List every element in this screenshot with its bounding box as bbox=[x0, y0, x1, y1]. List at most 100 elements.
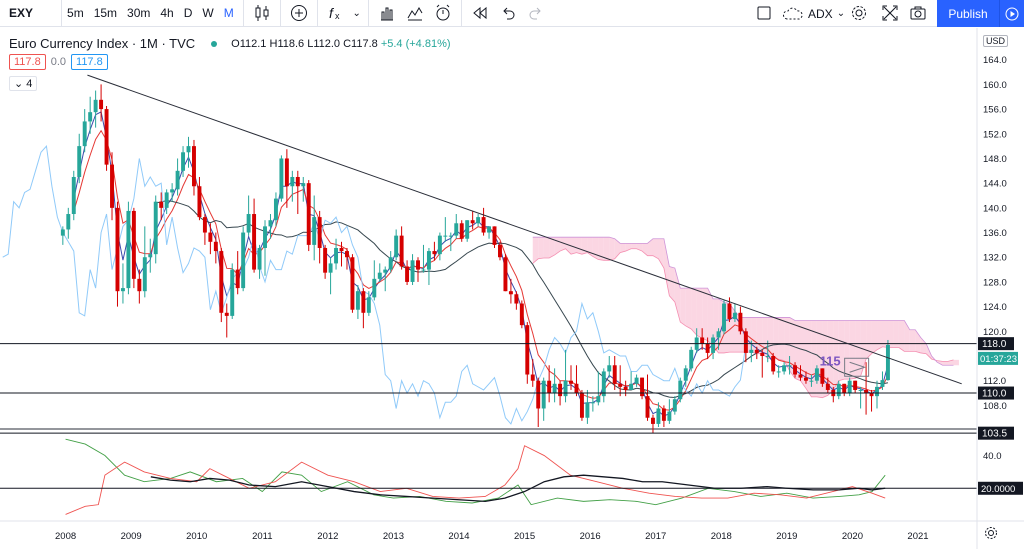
currency-label[interactable]: USD bbox=[982, 35, 1008, 47]
interval-M[interactable]: M bbox=[223, 6, 234, 20]
legend-open: O112.1 bbox=[231, 37, 267, 50]
price-tick-label[interactable]: 132.0 bbox=[983, 253, 1007, 264]
candle-body bbox=[771, 356, 776, 372]
ma-slow-line bbox=[73, 129, 889, 411]
interval-30m[interactable]: 30m bbox=[127, 6, 151, 20]
time-tick-label[interactable]: 2013 bbox=[383, 531, 404, 542]
candle-body bbox=[492, 226, 497, 245]
cloud-segment bbox=[696, 288, 703, 339]
interval-15m[interactable]: 15m bbox=[93, 6, 118, 20]
time-axis[interactable]: 2008 2009 2010 2011 2012 2013 2014 2015 2016 2017… bbox=[0, 520, 1024, 542]
candle-body bbox=[230, 269, 235, 316]
indicators-icon[interactable] bbox=[401, 0, 429, 27]
time-tick-label[interactable]: 2015 bbox=[514, 531, 535, 542]
interval-4h[interactable]: 4h bbox=[160, 6, 174, 20]
trendline[interactable] bbox=[87, 74, 962, 385]
time-tick-label[interactable]: 2018 bbox=[711, 531, 732, 542]
buy-price[interactable]: 117.8 bbox=[71, 54, 108, 70]
publish-button[interactable]: Publish bbox=[937, 0, 999, 27]
indicators-toggle[interactable]: ⌄ 4 bbox=[9, 76, 38, 91]
price-tick-label[interactable]: 124.0 bbox=[983, 302, 1007, 313]
time-tick-label[interactable]: 2017 bbox=[645, 531, 666, 542]
candle-body bbox=[569, 380, 573, 384]
price-tick-label[interactable]: 136.0 bbox=[983, 228, 1007, 239]
fullscreen-icon[interactable] bbox=[876, 0, 904, 27]
price-tick-label[interactable]: 108.0 bbox=[983, 401, 1007, 412]
candle-body bbox=[645, 396, 650, 418]
time-tick-label[interactable]: 2010 bbox=[186, 531, 207, 542]
cloud-span-a bbox=[532, 248, 954, 399]
price-tick-label[interactable]: 144.0 bbox=[983, 179, 1007, 190]
candle-body bbox=[711, 337, 716, 353]
candle-body bbox=[159, 201, 164, 208]
candle-body bbox=[284, 158, 289, 187]
trendline-group[interactable]: 115 bbox=[87, 74, 962, 385]
candle-body bbox=[749, 349, 754, 353]
time-tick-label[interactable]: 2016 bbox=[580, 531, 601, 542]
time-tick-label[interactable]: 2012 bbox=[317, 531, 338, 542]
cloud-segment bbox=[707, 288, 714, 346]
chart-legend: Euro Currency Index · 1M · TVC O112.1 H1… bbox=[9, 36, 451, 51]
bars-icon[interactable] bbox=[373, 0, 401, 27]
time-tick-label[interactable]: 2011 bbox=[252, 531, 272, 542]
candle-body bbox=[481, 217, 486, 233]
candle-body bbox=[743, 331, 748, 353]
gear-icon[interactable] bbox=[984, 526, 998, 545]
compare-label: ADX bbox=[808, 6, 833, 21]
interval-D[interactable]: D bbox=[183, 6, 193, 20]
chevron-down-icon[interactable]: ⌄ bbox=[836, 8, 846, 19]
candle-body bbox=[672, 399, 677, 412]
add-indicator-icon[interactable] bbox=[285, 0, 313, 27]
candle-body bbox=[885, 344, 890, 381]
time-tick-label[interactable]: 2020 bbox=[842, 531, 863, 542]
layout-icon[interactable] bbox=[750, 0, 778, 27]
candles-icon[interactable] bbox=[248, 0, 276, 27]
sell-price[interactable]: 117.8 bbox=[9, 54, 46, 70]
price-axis[interactable]: 118.0110.0103.5108.0112.0116.0120.0124.0… bbox=[976, 28, 1024, 549]
interval-W[interactable]: W bbox=[202, 6, 214, 20]
interval-5m[interactable]: 5m bbox=[67, 6, 84, 20]
cloud-segment bbox=[571, 237, 577, 255]
gear-icon[interactable] bbox=[845, 0, 873, 27]
cloud-segment bbox=[642, 243, 648, 256]
camera-icon[interactable] bbox=[904, 0, 932, 27]
time-tick-label[interactable]: 2019 bbox=[776, 531, 797, 542]
redo-icon[interactable] bbox=[522, 0, 550, 27]
compare-symbol[interactable]: ADX ⌄ bbox=[782, 0, 845, 27]
cloud-segment bbox=[663, 238, 670, 296]
alert-icon[interactable] bbox=[429, 0, 457, 27]
symbol-search[interactable]: EXY bbox=[0, 0, 63, 27]
chevron-down-icon[interactable]: ⌄ bbox=[352, 7, 361, 19]
time-tick-label[interactable]: 2009 bbox=[121, 531, 142, 542]
candle-body bbox=[612, 365, 617, 384]
replay-icon[interactable] bbox=[466, 0, 494, 27]
candle-body bbox=[405, 266, 410, 282]
price-chart[interactable]: 115 118.0110.0103.5108.0112.0116.0120.01… bbox=[0, 28, 1024, 549]
price-tick-label[interactable]: 164.0 bbox=[983, 55, 1007, 66]
candle-body bbox=[306, 183, 311, 245]
candle-body bbox=[689, 349, 694, 369]
price-tick-label[interactable]: 160.0 bbox=[983, 80, 1007, 91]
price-tick-label[interactable]: 152.0 bbox=[983, 129, 1007, 140]
time-tick-label[interactable]: 2014 bbox=[448, 531, 469, 542]
candle-body bbox=[437, 235, 442, 255]
play-icon[interactable] bbox=[999, 0, 1024, 27]
candle-body bbox=[716, 331, 721, 338]
osc-tick-label[interactable]: 40.0 bbox=[983, 451, 1002, 462]
undo-icon[interactable] bbox=[494, 0, 522, 27]
cloud-segment bbox=[866, 320, 872, 360]
price-tick-label[interactable]: 120.0 bbox=[983, 327, 1007, 338]
price-tick-label[interactable]: 112.0 bbox=[983, 376, 1006, 387]
price-tick-label[interactable]: 156.0 bbox=[983, 105, 1007, 116]
candle-body bbox=[765, 356, 770, 358]
candle-body bbox=[421, 269, 426, 271]
time-tick-label[interactable]: 2021 bbox=[907, 531, 928, 542]
cloud-segment bbox=[778, 317, 785, 361]
price-tick-label[interactable]: 148.0 bbox=[983, 154, 1007, 165]
price-tick-label[interactable]: 128.0 bbox=[983, 277, 1007, 288]
price-tick-label[interactable]: 140.0 bbox=[983, 203, 1007, 214]
candle-body bbox=[295, 176, 300, 187]
time-tick-label[interactable]: 2008 bbox=[55, 531, 76, 542]
candle-body bbox=[339, 247, 344, 252]
